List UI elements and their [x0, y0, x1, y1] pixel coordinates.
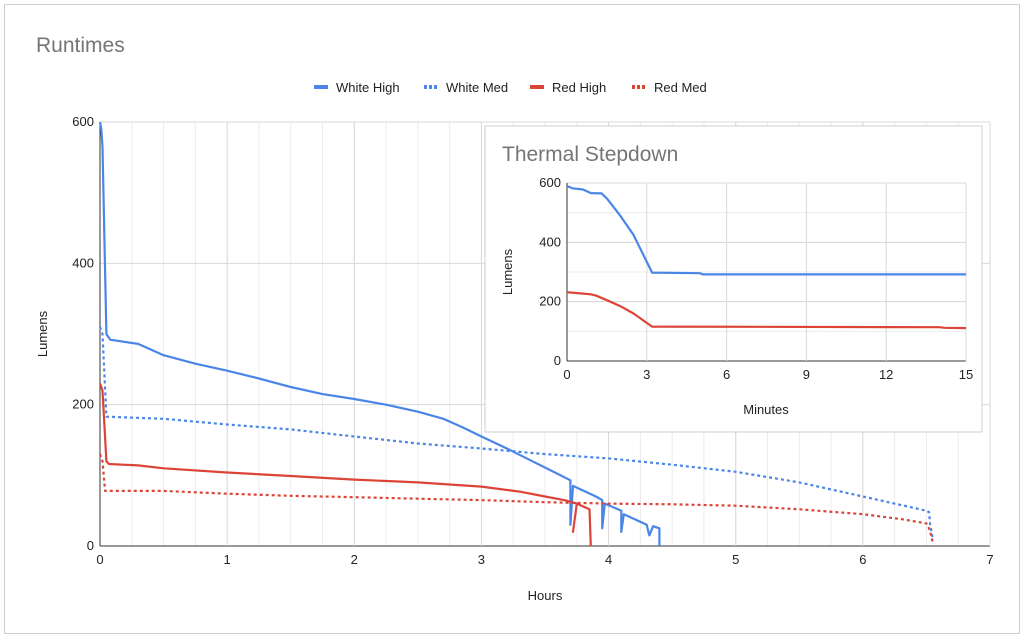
- inset-y-axis-title: Lumens: [500, 248, 515, 295]
- y-tick-label: 400: [539, 234, 561, 249]
- y-tick-label: 600: [539, 175, 561, 190]
- y-tick-label: 0: [554, 353, 561, 368]
- x-tick-label: 2: [351, 552, 358, 567]
- main-x-ticks: 0 1 2 3 4 5 6 7: [96, 552, 993, 567]
- chart-title: Runtimes: [36, 34, 125, 57]
- x-tick-label: 5: [732, 552, 739, 567]
- inset-x-ticks: 0 3 6 9 12 15: [563, 367, 973, 382]
- x-tick-label: 7: [986, 552, 993, 567]
- x-tick-label: 6: [723, 367, 730, 382]
- series-red-high: [566, 291, 967, 330]
- x-tick-label: 15: [959, 367, 973, 382]
- y-tick-label: 600: [72, 114, 94, 129]
- main-y-ticks: 0 200 400 600: [72, 114, 94, 553]
- y-tick-label: 400: [72, 255, 94, 270]
- main-series-group: [98, 121, 934, 547]
- legend-label: White High: [336, 80, 400, 95]
- series-white-med: [98, 326, 934, 540]
- legend-label: Red High: [552, 80, 606, 95]
- x-tick-label: 0: [563, 367, 570, 382]
- x-tick-label: 4: [605, 552, 612, 567]
- x-tick-label: 3: [643, 367, 650, 382]
- x-tick-label: 9: [803, 367, 810, 382]
- x-tick-label: 12: [879, 367, 893, 382]
- y-tick-label: 200: [539, 294, 561, 309]
- thermal-stepdown-inset: Thermal Stepdown 0 200 400 600 0 3 6 9 12 15 Lum…: [484, 125, 983, 433]
- main-y-axis-title: Lumens: [35, 310, 50, 357]
- inset-frame: [484, 125, 983, 433]
- legend-label: Red Med: [654, 80, 707, 95]
- y-tick-label: 200: [72, 397, 94, 412]
- inset-x-axis-title: Minutes: [743, 402, 789, 417]
- x-tick-label: 1: [224, 552, 231, 567]
- inset-series-group: [566, 184, 967, 330]
- x-tick-label: 6: [859, 552, 866, 567]
- main-x-axis-title: Hours: [528, 588, 563, 603]
- series-white-high: [566, 184, 966, 276]
- series-red-high: [98, 383, 592, 547]
- inset-gridlines: [566, 182, 967, 362]
- legend-label: White Med: [446, 80, 508, 95]
- series-white-high: [98, 121, 661, 546]
- y-tick-label: 0: [87, 538, 94, 553]
- legend: White High White Med Red High Red Med: [314, 80, 707, 95]
- inset-title: Thermal Stepdown: [502, 143, 678, 166]
- series-red-med: [98, 453, 934, 543]
- x-tick-label: 3: [478, 552, 485, 567]
- x-tick-label: 0: [96, 552, 103, 567]
- inset-y-ticks: 0 200 400 600: [539, 175, 561, 368]
